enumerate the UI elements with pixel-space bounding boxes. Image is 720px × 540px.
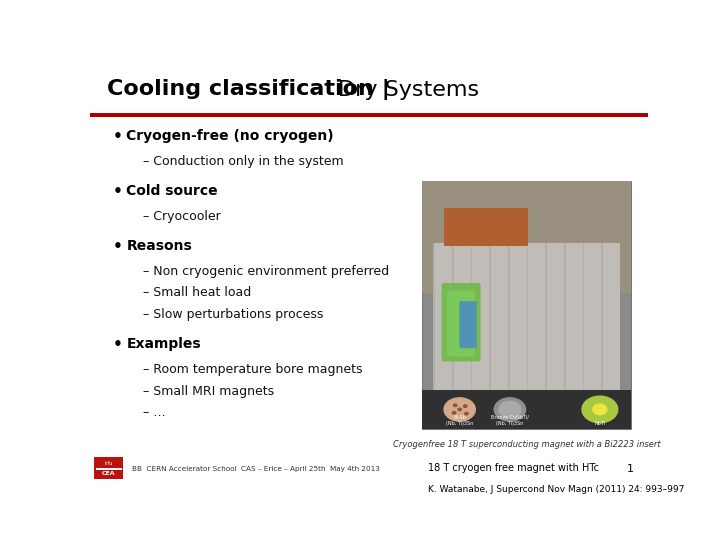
- FancyBboxPatch shape: [447, 291, 475, 356]
- Circle shape: [494, 398, 526, 421]
- Text: – …: – …: [143, 406, 166, 419]
- Text: – Conduction only in the system: – Conduction only in the system: [143, 155, 343, 168]
- Circle shape: [464, 413, 468, 415]
- Bar: [545, 243, 547, 396]
- Text: Dry Systems: Dry Systems: [338, 80, 480, 100]
- Bar: [94, 457, 124, 478]
- Bar: [433, 243, 435, 396]
- Text: Bronze CuNbTi/
(Nb, Ti)3Sn: Bronze CuNbTi/ (Nb, Ti)3Sn: [491, 415, 528, 426]
- Text: CEA: CEA: [102, 471, 116, 476]
- Text: Reasons: Reasons: [126, 239, 192, 253]
- Bar: [422, 390, 631, 429]
- Bar: [90, 113, 648, 117]
- Text: – Small heat load: – Small heat load: [143, 286, 251, 299]
- Circle shape: [464, 405, 467, 407]
- Bar: [422, 181, 631, 293]
- Text: K. Watanabe, J Supercond Nov Magn (2011) 24: 993–997: K. Watanabe, J Supercond Nov Magn (2011)…: [428, 485, 684, 494]
- Text: – Non cryogenic environment preferred: – Non cryogenic environment preferred: [143, 265, 389, 278]
- Circle shape: [444, 398, 475, 421]
- Circle shape: [452, 411, 456, 414]
- Bar: [582, 243, 585, 396]
- Circle shape: [582, 396, 618, 423]
- Text: 18 T cryogen free magnet with HTc: 18 T cryogen free magnet with HTc: [428, 463, 598, 473]
- Text: Bi-Sb
(Nb, Ti)3Sn: Bi-Sb (Nb, Ti)3Sn: [446, 415, 473, 426]
- Bar: [526, 243, 528, 396]
- Circle shape: [458, 408, 462, 411]
- Text: •: •: [112, 129, 122, 144]
- Text: Cryogenfree 18 T superconducting magnet with a Bi2223 insert: Cryogenfree 18 T superconducting magnet …: [393, 440, 660, 449]
- Bar: [601, 243, 603, 396]
- Bar: [508, 243, 510, 396]
- Bar: [433, 243, 620, 396]
- Circle shape: [454, 404, 457, 407]
- Bar: [422, 181, 631, 429]
- Text: •: •: [112, 239, 122, 254]
- Text: – Slow perturbations process: – Slow perturbations process: [143, 308, 323, 321]
- Bar: [490, 243, 491, 396]
- Bar: [564, 243, 566, 396]
- Text: Examples: Examples: [126, 337, 201, 351]
- Circle shape: [499, 401, 521, 417]
- Bar: [96, 468, 122, 470]
- Text: NbTi: NbTi: [594, 421, 606, 426]
- Text: irfu: irfu: [105, 462, 113, 467]
- Bar: [471, 243, 472, 396]
- Text: •: •: [112, 337, 122, 352]
- Text: •: •: [112, 184, 122, 199]
- Text: Cryogen-free (no cryogen): Cryogen-free (no cryogen): [126, 129, 334, 143]
- Text: – Small MRI magnets: – Small MRI magnets: [143, 384, 274, 397]
- Text: Cooling classification |: Cooling classification |: [107, 79, 397, 100]
- Text: – Cryocooler: – Cryocooler: [143, 210, 221, 223]
- Text: Cold source: Cold source: [126, 184, 218, 198]
- Circle shape: [593, 404, 607, 415]
- FancyBboxPatch shape: [459, 301, 477, 348]
- Bar: [444, 208, 528, 246]
- FancyBboxPatch shape: [441, 283, 481, 361]
- Text: 1: 1: [627, 464, 634, 474]
- Text: BB  CERN Accelerator School  CAS – Erice – April 25th  May 4th 2013: BB CERN Accelerator School CAS – Erice –…: [132, 466, 379, 472]
- Bar: [452, 243, 454, 396]
- Text: – Room temperature bore magnets: – Room temperature bore magnets: [143, 363, 362, 376]
